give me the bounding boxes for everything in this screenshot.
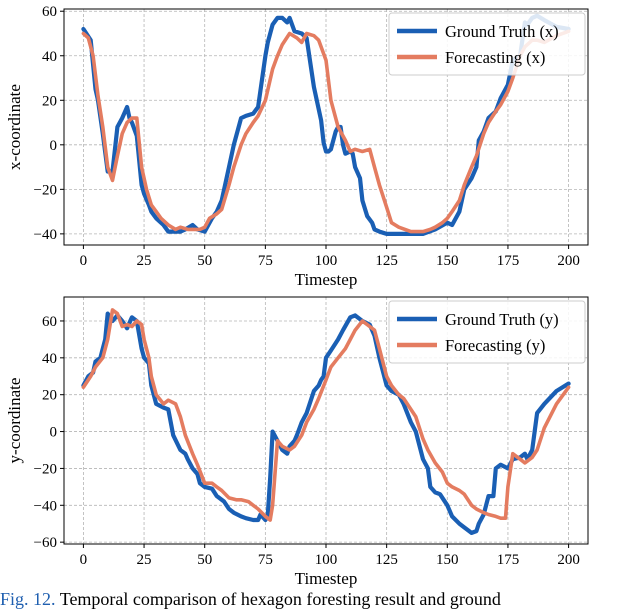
x-xtick-label: 200 (557, 253, 580, 269)
x-xtick-label: 50 (197, 253, 212, 269)
y-chart-xlabel: Timestep (295, 569, 358, 588)
y-xtick-label: 200 (557, 552, 580, 568)
x-chart-ylabel: x-coordinate (5, 84, 24, 170)
x-chart-ticks: 0 25 50 75 100 125 150 175 200 −40 −20 0 20 40 60 (34, 4, 580, 269)
y-ytick-label: −20 (34, 461, 57, 477)
x-xtick-label: 25 (137, 253, 152, 269)
y-ytick-label: −60 (34, 535, 57, 551)
figure-caption: Fig. 12. Temporal comparison of hexagon … (0, 588, 622, 610)
y-coordinate-chart: 0 25 50 75 100 125 150 175 200 −60 −40 −20 0 20 40 60 T… (5, 296, 589, 588)
y-chart-ticks: 0 25 50 75 100 125 150 175 200 −60 −40 −20 0 20 40 60 (34, 314, 580, 568)
y-xtick-label: 150 (436, 552, 459, 568)
x-coordinate-chart: 0 25 50 75 100 125 150 175 200 −40 −20 0 20 40 60 Time… (5, 4, 589, 289)
caption-text: Temporal comparison of hexagon foresting… (59, 589, 501, 609)
y-ytick-label: −40 (34, 498, 57, 514)
x-xtick-label: 150 (436, 253, 459, 269)
series-line-forecasting-x (81, 29, 571, 234)
y-chart-series (81, 308, 571, 536)
y-chart-legend: Ground Truth (y) Forecasting (y) (388, 300, 586, 364)
y-xtick-label: 0 (80, 552, 88, 568)
y-chart-ylabel: y-coordinate (5, 378, 24, 464)
legend-label-forecasting-y: Forecasting (y) (445, 336, 545, 355)
x-xtick-label: 100 (315, 253, 338, 269)
x-xtick-label: 0 (80, 253, 88, 269)
x-ytick-label: 20 (42, 93, 57, 109)
y-xtick-label: 175 (497, 552, 520, 568)
x-ytick-label: 0 (50, 138, 58, 154)
legend-label-ground-truth-x: Ground Truth (x) (445, 22, 559, 41)
y-xtick-label: 25 (137, 552, 152, 568)
y-ytick-label: 60 (42, 314, 57, 330)
y-xtick-label: 75 (258, 552, 273, 568)
x-ytick-label: 60 (42, 4, 57, 20)
y-xtick-label: 125 (375, 552, 398, 568)
x-chart-legend: Ground Truth (x) Forecasting (x) (388, 12, 586, 76)
x-ytick-label: 40 (42, 49, 57, 65)
y-ytick-label: 20 (42, 388, 57, 404)
x-xtick-label: 125 (375, 253, 398, 269)
y-ytick-label: 40 (42, 351, 57, 367)
x-xtick-label: 75 (258, 253, 273, 269)
y-ytick-label: 0 (50, 425, 58, 441)
x-chart-xlabel: Timestep (295, 270, 358, 289)
figure-number: Fig. 12. (0, 589, 56, 609)
x-ytick-label: −20 (34, 182, 57, 198)
series-line-forecasting-y (81, 308, 571, 522)
y-chart-grid (64, 297, 588, 544)
y-xtick-label: 50 (197, 552, 212, 568)
x-ytick-label: −40 (34, 227, 57, 243)
legend-label-forecasting-x: Forecasting (x) (445, 48, 545, 67)
legend-label-ground-truth-y: Ground Truth (y) (445, 310, 559, 329)
y-chart-legend-box (388, 300, 586, 364)
x-xtick-label: 175 (497, 253, 520, 269)
y-xtick-label: 100 (315, 552, 338, 568)
x-chart-series (81, 13, 571, 236)
x-chart-legend-box (388, 12, 586, 76)
